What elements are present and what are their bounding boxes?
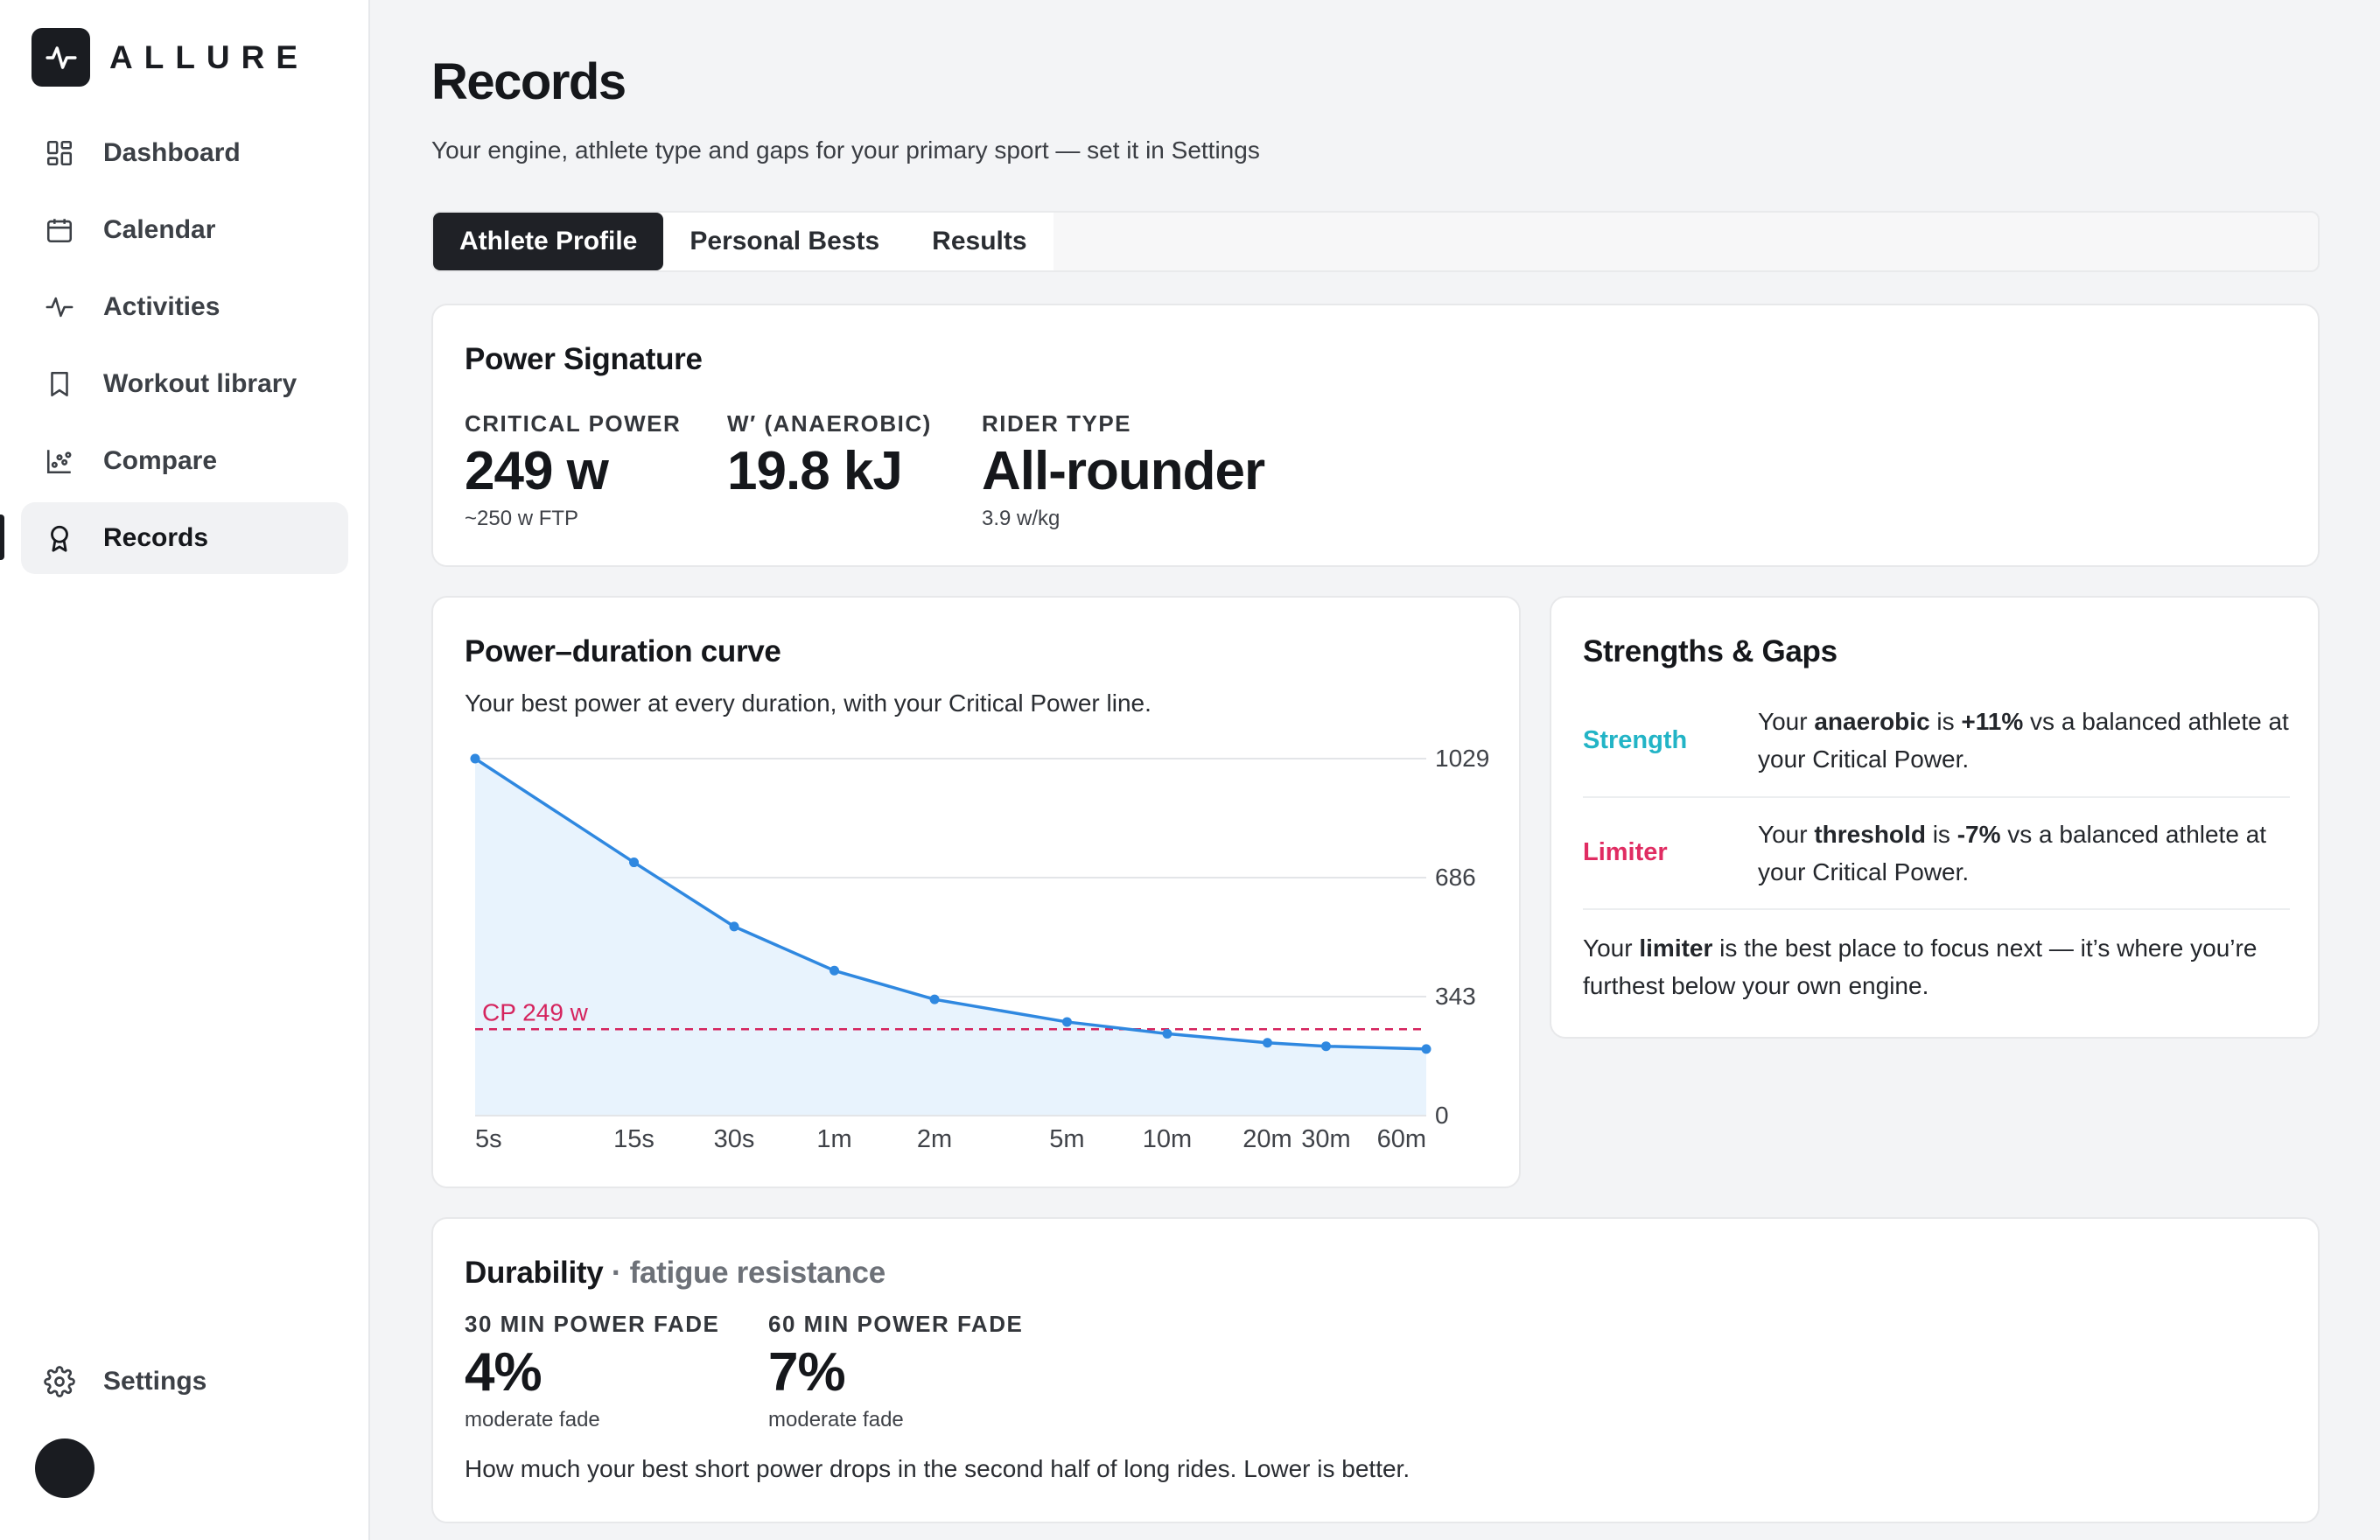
x-tick-label: 15s [613, 1125, 654, 1153]
strength-label: Strength [1583, 726, 1688, 754]
scatter-chart-icon [44, 445, 75, 477]
nav-label: Compare [103, 446, 218, 475]
data-point [1421, 1044, 1432, 1054]
limiter-label: Limiter [1583, 838, 1668, 866]
dashboard-icon [44, 137, 75, 169]
data-point [1061, 1017, 1072, 1027]
stat-value: All-rounder [982, 441, 1265, 501]
app-name: ALLURE [109, 38, 310, 75]
calendar-icon [44, 214, 75, 246]
x-tick-label: 1m [816, 1125, 851, 1153]
x-tick-label: 10m [1143, 1125, 1192, 1153]
gear-icon [44, 1366, 75, 1397]
y-tick-label: 1029 [1435, 745, 1489, 772]
row-divider [1583, 796, 2290, 798]
stat-value: 19.8 kJ [727, 441, 903, 501]
stat-label: 60 MIN POWER FADE [768, 1311, 1024, 1337]
nav-item-compare[interactable]: Compare [21, 425, 348, 497]
data-point [830, 965, 840, 976]
nav-item-records[interactable]: Records [21, 502, 348, 574]
power-duration-chart: 0 343 686 1029 CP 249 w 5s 15s 30s 1m 2m 5m 10m 20m 3… [470, 745, 1489, 1153]
area-fill [475, 759, 1426, 1116]
page-subtitle: Your engine, athlete type and gaps for y… [431, 136, 1260, 164]
durability-card: Durability · fatigue resistance 30 MIN P… [431, 1217, 2320, 1523]
data-point [729, 921, 739, 932]
stat-label: RIDER TYPE [982, 410, 1132, 437]
durability-description: How much your best short power drops in … [465, 1455, 1410, 1482]
sidebar: ALLURE Dashboard Calendar Activities Wor… [0, 0, 370, 1540]
x-tick-label: 30m [1301, 1125, 1350, 1153]
strengths-gaps-card: Strengths & Gaps Strength Your anaerobic… [1550, 596, 2320, 1039]
card-title: Power Signature [465, 342, 703, 376]
row-divider [1583, 908, 2290, 910]
data-point [1162, 1028, 1172, 1039]
nav-label: Workout library [103, 369, 298, 398]
y-tick-label: 686 [1435, 864, 1476, 891]
stat-note: ~250 w FTP [465, 507, 579, 530]
x-tick-label: 2m [917, 1125, 952, 1153]
card-title: Strengths & Gaps [1583, 634, 1838, 668]
power-signature-card: Power Signature CRITICAL POWER 249 w ~25… [431, 304, 2320, 567]
card-subtitle: · fatigue resistance [611, 1256, 886, 1290]
app-logo[interactable]: ALLURE [32, 28, 309, 87]
data-point [470, 753, 480, 764]
nav-label: Records [103, 523, 209, 552]
activity-pulse-icon [44, 291, 75, 323]
y-tick-label: 343 [1435, 983, 1476, 1010]
power-duration-card: Power–duration curve Your best power at … [431, 596, 1521, 1188]
x-tick-label: 20m [1242, 1125, 1292, 1153]
stat-note: 3.9 w/kg [982, 507, 1060, 530]
nav-label: Activities [103, 292, 220, 321]
power-curve-line [474, 757, 1427, 1051]
card-title: Durability · fatigue resistance [465, 1256, 886, 1290]
data-point [1320, 1041, 1331, 1052]
strength-text: Your anaerobic is +11% vs a balanced ath… [1758, 708, 2289, 773]
nav-item-activities[interactable]: Activities [21, 271, 348, 343]
nav-item-workout-library[interactable]: Workout library [21, 348, 348, 420]
nav-item-calendar[interactable]: Calendar [21, 194, 348, 266]
card-title: Power–duration curve [465, 634, 781, 668]
data-point [1262, 1038, 1272, 1048]
x-tick-label: 5m [1049, 1125, 1084, 1153]
tab-results[interactable]: Results [932, 227, 1027, 256]
tab-athlete-profile[interactable]: Athlete Profile [433, 213, 664, 270]
tab-personal-bests[interactable]: Personal Bests [690, 227, 880, 256]
card-subtitle: Your best power at every duration, with … [465, 690, 1152, 717]
cp-label: CP 249 w [482, 998, 589, 1026]
x-tick-label: 30s [714, 1125, 755, 1153]
award-icon [44, 522, 75, 554]
x-tick-label: 60m [1377, 1125, 1426, 1153]
user-avatar[interactable] [35, 1438, 94, 1498]
nav-label: Calendar [103, 215, 216, 244]
stat-note: moderate fade [465, 1408, 600, 1432]
stat-value: 7% [768, 1342, 846, 1403]
data-point [929, 994, 940, 1004]
stat-value: 249 w [465, 441, 609, 501]
stat-label: CRITICAL POWER [465, 410, 682, 437]
nav-item-settings[interactable]: Settings [21, 1346, 348, 1418]
logo-pulse-icon [32, 28, 90, 87]
nav-label: Dashboard [103, 138, 241, 167]
strengths-footnote: Your limiter is the best place to focus … [1583, 934, 2258, 999]
y-tick-label: 0 [1435, 1102, 1449, 1129]
tab-bar: Athlete Profile Personal Bests Results [431, 211, 2320, 272]
nav-label: Settings [103, 1367, 207, 1396]
nav-item-dashboard[interactable]: Dashboard [21, 117, 348, 189]
data-point [629, 858, 640, 868]
stat-note: moderate fade [768, 1408, 904, 1432]
stat-value: 4% [465, 1342, 542, 1403]
limiter-text: Your threshold is -7% vs a balanced athl… [1758, 821, 2267, 886]
page-title: Records [431, 53, 626, 110]
x-tick-label: 5s [475, 1125, 502, 1153]
stat-label: 30 MIN POWER FADE [465, 1311, 720, 1337]
bookmark-icon [44, 368, 75, 400]
stat-label: W′ (ANAEROBIC) [727, 410, 932, 437]
active-indicator [0, 514, 4, 560]
